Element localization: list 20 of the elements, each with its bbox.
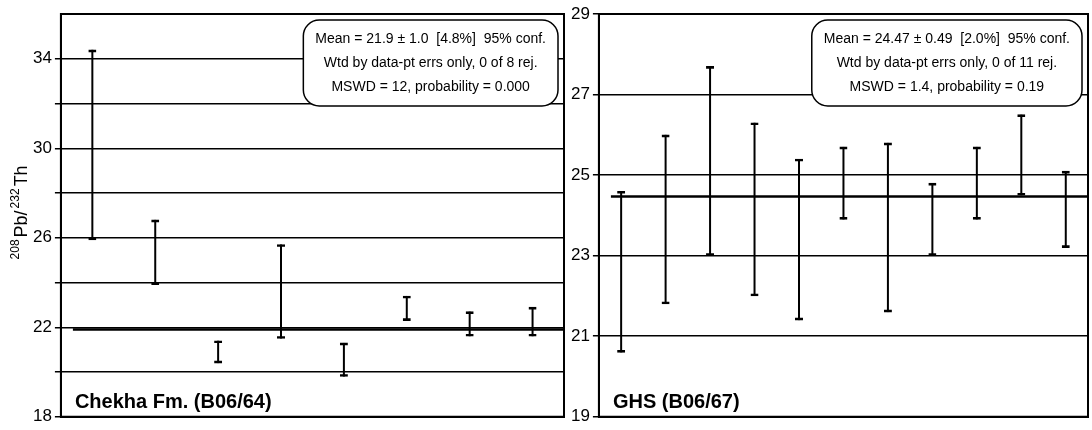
annotation: Chekha Fm. (B06/64) [74, 390, 272, 413]
annotation: Mean = 21.9 ± 1.0 [4.8%] 95% conf. [315, 29, 547, 46]
y-tick-label: 19 [570, 406, 590, 426]
y-tick-label: 25 [570, 164, 590, 184]
annotation: GHS (B06/67) [612, 390, 740, 413]
y-tick-label: 29 [570, 3, 590, 23]
y-tick-label: 18 [32, 406, 52, 426]
annotation: Mean = 24.47 ± 0.49 [2.0%] 95% conf. [823, 29, 1070, 46]
annotation: MSWD = 12, probability = 0.000 [331, 77, 531, 94]
annotation: MSWD = 1.4, probability = 0.19 [849, 77, 1045, 94]
y-tick-label: 30 [32, 137, 52, 157]
annotation: Wtd by data-pt errs only, 0 of 11 rej. [836, 53, 1058, 70]
annotation: Wtd by data-pt errs only, 0 of 8 rej. [323, 53, 538, 70]
y-tick-label: 23 [570, 245, 590, 265]
y-tick-label: 21 [570, 325, 590, 345]
y-tick-label: 26 [32, 227, 52, 247]
y-axis-title: 208Pb/232Th [8, 165, 31, 260]
y-tick-label: 27 [570, 84, 590, 104]
y-tick-label: 22 [32, 316, 52, 336]
y-tick-label: 34 [32, 48, 52, 68]
